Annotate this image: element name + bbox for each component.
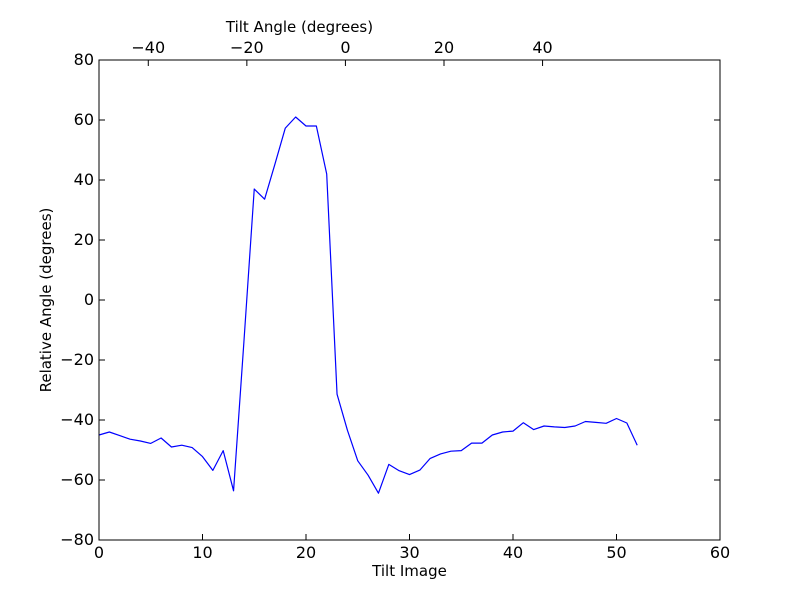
series-line <box>98 116 638 494</box>
y-tick-label: −60 <box>60 470 94 489</box>
y-tick-label: −80 <box>60 530 94 549</box>
x-axis-label: Tilt Image <box>371 562 447 580</box>
x-tick-label: 40 <box>503 543 523 562</box>
labels-layer: 0 10 20 30 40 50 60 −40 −20 0 20 40 −80 −60 −40 −20 0 20 4… <box>60 38 730 562</box>
y-tick-label: 20 <box>74 230 94 249</box>
top-tick-label: 40 <box>532 38 552 57</box>
top-tick-label: −40 <box>131 38 165 57</box>
top-tick-label: −20 <box>230 38 264 57</box>
top-tick-label: 0 <box>340 38 350 57</box>
y-tick-label: 80 <box>74 50 94 69</box>
y-tick-label: −20 <box>60 350 94 369</box>
x-tick-label: 50 <box>606 543 626 562</box>
y-axis-label: Relative Angle (degrees) <box>37 208 55 393</box>
y-tick-label: 40 <box>74 170 94 189</box>
x-tick-label: 60 <box>710 543 730 562</box>
ticks-layer <box>98 59 721 541</box>
y-tick-label: 0 <box>84 290 94 309</box>
y-tick-label: −40 <box>60 410 94 429</box>
x-tick-label: 10 <box>192 543 212 562</box>
x-tick-label: 0 <box>94 543 104 562</box>
x-tick-label: 30 <box>399 543 419 562</box>
plot-frame <box>98 59 721 541</box>
top-axis-label: Tilt Angle (degrees) <box>225 18 373 36</box>
top-tick-label: 20 <box>434 38 454 57</box>
x-tick-label: 20 <box>296 543 316 562</box>
y-tick-label: 60 <box>74 110 94 129</box>
series-layer <box>98 116 638 494</box>
